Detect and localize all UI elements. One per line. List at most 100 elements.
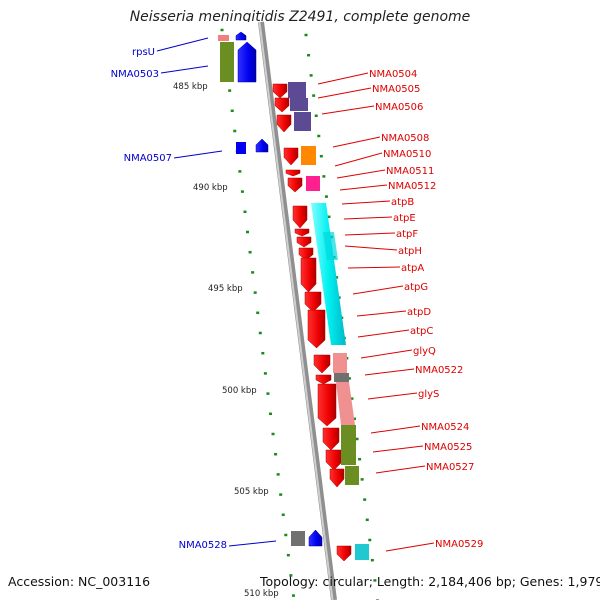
- gene-label-NMA0506[interactable]: NMA0506: [375, 102, 423, 113]
- connector-line-forward: [347, 266, 401, 269]
- gene-label-atpC[interactable]: atpC: [410, 326, 433, 337]
- gene-label-NMA0512[interactable]: NMA0512: [388, 181, 436, 192]
- gene-block-NMA0504: [288, 82, 306, 98]
- gene-arrow-forward: [298, 247, 314, 261]
- gene-label-NMA0511[interactable]: NMA0511: [386, 166, 434, 177]
- gene-block-NMA0508: [301, 146, 316, 165]
- gene-arrow-forward: [300, 257, 317, 293]
- gene-label-NMA0528[interactable]: NMA0528: [179, 540, 227, 551]
- gene-block-NMA0506: [294, 112, 311, 131]
- genome-backbone-highlight: [258, 21, 334, 600]
- gene-arrow-NMA0503: [237, 41, 257, 83]
- gene-arrow-forward: [292, 205, 308, 229]
- gene-label-NMA0503[interactable]: NMA0503: [111, 69, 159, 80]
- gene-arrow-forward: [274, 97, 290, 113]
- gene-label-NMA0524[interactable]: NMA0524: [421, 422, 469, 433]
- gene-arrow-forward: [307, 309, 326, 349]
- tick-label-505: 505 kbp: [234, 487, 269, 497]
- gene-arrow-NMA0528: [308, 529, 323, 547]
- gene-block-NMA0511: [306, 176, 320, 191]
- connector-line-forward: [341, 200, 391, 205]
- connector-line-forward: [357, 329, 410, 338]
- gene-block-NMA0527: [345, 466, 359, 485]
- gene-block-atp-operon-inner: [323, 232, 338, 260]
- tick-label-485: 485 kbp: [173, 82, 208, 92]
- gene-arrow-forward: [287, 177, 303, 193]
- gene-label-NMA0510[interactable]: NMA0510: [383, 149, 431, 160]
- gene-label-NMA0522[interactable]: NMA0522: [415, 365, 463, 376]
- connector-line-forward: [370, 425, 421, 434]
- connector-line-forward: [344, 245, 398, 251]
- gene-label-atpD[interactable]: atpD: [407, 307, 431, 318]
- gene-arrow-forward: [325, 449, 343, 471]
- gene-arrow-forward: [336, 545, 352, 562]
- gene-arrow-forward: [315, 374, 332, 385]
- connector-line-forward: [343, 216, 393, 220]
- connector-line-forward: [372, 445, 424, 453]
- gene-label-atpG[interactable]: atpG: [404, 282, 428, 293]
- tick-label-500: 500 kbp: [222, 386, 257, 396]
- gene-block-glyQ: [333, 353, 347, 373]
- gene-arrow-rpsU: [235, 31, 247, 41]
- gene-label-atpB[interactable]: atpB: [391, 197, 414, 208]
- gene-arrow-forward: [272, 83, 288, 99]
- connector-line-forward: [356, 310, 407, 317]
- gene-label-atpH[interactable]: atpH: [398, 246, 422, 257]
- connector-line-forward: [336, 169, 386, 179]
- gene-label-glyS[interactable]: glyS: [418, 389, 439, 400]
- gene-arrow-forward: [304, 291, 322, 313]
- gene-arrow-forward: [317, 383, 337, 427]
- gene-label-NMA0508[interactable]: NMA0508: [381, 133, 429, 144]
- gene-label-glyQ[interactable]: glyQ: [413, 346, 436, 357]
- gene-label-NMA0504[interactable]: NMA0504: [369, 69, 417, 80]
- gene-block-NMA0507: [236, 142, 246, 154]
- gene-label-rpsU[interactable]: rpsU: [132, 47, 155, 58]
- connector-line-reverse: [173, 150, 223, 159]
- connector-line-reverse: [228, 540, 277, 547]
- gene-block-atp-operon: [311, 203, 346, 345]
- tick-label-510: 510 kbp: [244, 589, 279, 599]
- gene-arrow-forward: [329, 468, 345, 488]
- accession-text: Accession: NC_003116: [8, 574, 151, 589]
- connector-line-forward: [321, 105, 375, 115]
- topology-text: Topology: circular; Length: 2,184,406 bp…: [260, 574, 600, 589]
- gene-block-NMA0503-green: [220, 42, 234, 82]
- connector-line-forward: [367, 392, 418, 400]
- gene-label-NMA0529[interactable]: NMA0529: [435, 539, 483, 550]
- connector-line-forward: [360, 349, 413, 359]
- connector-line-forward: [385, 542, 435, 552]
- connector-line-forward: [344, 232, 396, 236]
- tick-label-495: 495 kbp: [208, 284, 243, 294]
- gene-block-rpsU-pink: [218, 35, 229, 41]
- gene-arrow-forward: [296, 236, 312, 248]
- tick-label-490: 490 kbp: [193, 183, 228, 193]
- gene-arrow-forward: [294, 228, 310, 237]
- connector-line-reverse: [160, 65, 209, 74]
- connector-line-forward: [364, 368, 415, 376]
- genome-title: Neisseria meningitidis Z2491, complete g…: [129, 9, 471, 25]
- connector-line-forward: [317, 72, 369, 85]
- gene-block-glyS: [336, 382, 355, 425]
- connector-line-forward: [317, 87, 372, 99]
- gene-arrow-forward: [283, 147, 299, 166]
- connector-line-forward: [352, 285, 404, 295]
- connector-line-forward: [334, 152, 383, 167]
- gene-label-NMA0507[interactable]: NMA0507: [124, 153, 172, 164]
- gene-arrow-forward: [276, 114, 292, 133]
- connector-line-forward: [375, 465, 426, 474]
- gene-label-atpA[interactable]: atpA: [401, 263, 424, 274]
- connector-line-forward: [332, 136, 381, 148]
- gene-block-NMA0505: [290, 98, 308, 111]
- gene-arrow-NMA0507: [255, 138, 269, 153]
- gene-block-NMA0529: [355, 544, 369, 560]
- connector-line-reverse: [156, 37, 209, 52]
- gene-label-atpF[interactable]: atpF: [396, 229, 418, 240]
- gene-arrow-forward: [313, 354, 331, 374]
- gene-label-NMA0527[interactable]: NMA0527: [426, 462, 474, 473]
- gene-label-NMA0525[interactable]: NMA0525: [424, 442, 472, 453]
- gene-label-atpE[interactable]: atpE: [393, 213, 416, 224]
- gene-label-NMA0505[interactable]: NMA0505: [372, 84, 420, 95]
- connector-line-forward: [339, 184, 388, 191]
- gene-block-NMA0524: [341, 425, 356, 465]
